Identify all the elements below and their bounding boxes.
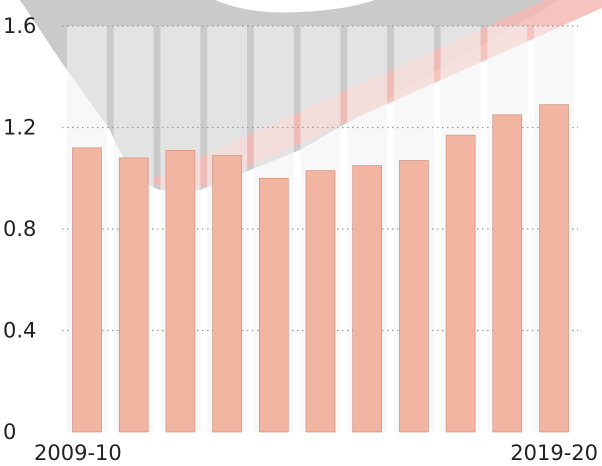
y-axis-tick-labels: 0 0.4 0.8 1.2 1.6 [3,14,36,444]
x-tick-label-first: 2009-10 [34,441,122,465]
x-axis-tick-labels: 2009-10 2019-20 [34,441,598,465]
bar [352,165,383,433]
bar [118,157,149,433]
bar [399,160,429,433]
background-white-arc [215,0,375,13]
bar [492,114,523,433]
bar [445,134,476,433]
y-tick-label: 1.6 [3,14,36,38]
bar [212,155,242,433]
bar [258,177,289,433]
bar [539,104,569,433]
bar [305,170,336,433]
bar [72,147,102,433]
x-tick-label-last: 2019-20 [510,441,598,465]
bars [72,104,569,433]
y-tick-label: 0 [3,420,16,444]
y-tick-label: 1.2 [3,116,36,140]
y-tick-label: 0.4 [3,319,36,343]
bar [165,150,196,433]
y-tick-label: 0.8 [3,217,36,241]
